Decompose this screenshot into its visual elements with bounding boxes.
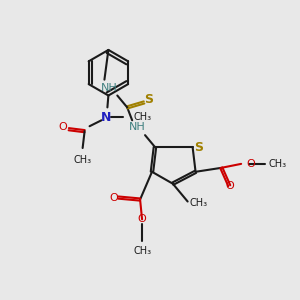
Text: S: S [145, 93, 154, 106]
Text: CH₃: CH₃ [133, 246, 151, 256]
Text: O: O [225, 181, 234, 190]
Text: CH₃: CH₃ [269, 159, 287, 169]
Text: CH₃: CH₃ [190, 197, 208, 208]
Text: NH: NH [129, 122, 146, 132]
Text: O: O [138, 214, 146, 224]
Text: N: N [101, 111, 112, 124]
Text: NH: NH [101, 82, 118, 93]
Text: O: O [58, 122, 67, 132]
Text: O: O [109, 193, 118, 202]
Text: O: O [246, 159, 255, 169]
Text: S: S [195, 140, 204, 154]
Text: CH₃: CH₃ [74, 155, 92, 165]
Text: CH₃: CH₃ [133, 112, 151, 122]
